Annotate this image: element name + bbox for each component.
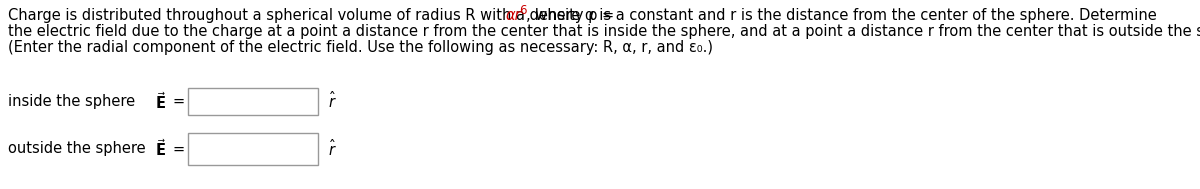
Text: $\hat{r}$: $\hat{r}$ [328,139,337,159]
Text: (Enter the radial component of the electric field. Use the following as necessar: (Enter the radial component of the elect… [8,40,713,55]
Text: the electric field due to the charge at a point a distance r from the center tha: the electric field due to the charge at … [8,24,1200,39]
Text: $\vec{\mathbf{E}}$: $\vec{\mathbf{E}}$ [155,91,166,112]
Text: outside the sphere: outside the sphere [8,142,145,156]
Text: Charge is distributed throughout a spherical volume of radius R with a density ρ: Charge is distributed throughout a spher… [8,8,619,23]
Text: =: = [172,94,184,109]
Text: inside the sphere: inside the sphere [8,94,136,109]
Text: αr: αr [506,8,522,23]
Text: =: = [172,142,184,156]
Text: $\hat{r}$: $\hat{r}$ [328,92,337,111]
Text: $\vec{\mathbf{E}}$: $\vec{\mathbf{E}}$ [155,139,166,160]
Text: 6: 6 [520,4,527,17]
Text: , where α is a constant and r is the distance from the center of the sphere. Det: , where α is a constant and r is the dis… [526,8,1157,23]
